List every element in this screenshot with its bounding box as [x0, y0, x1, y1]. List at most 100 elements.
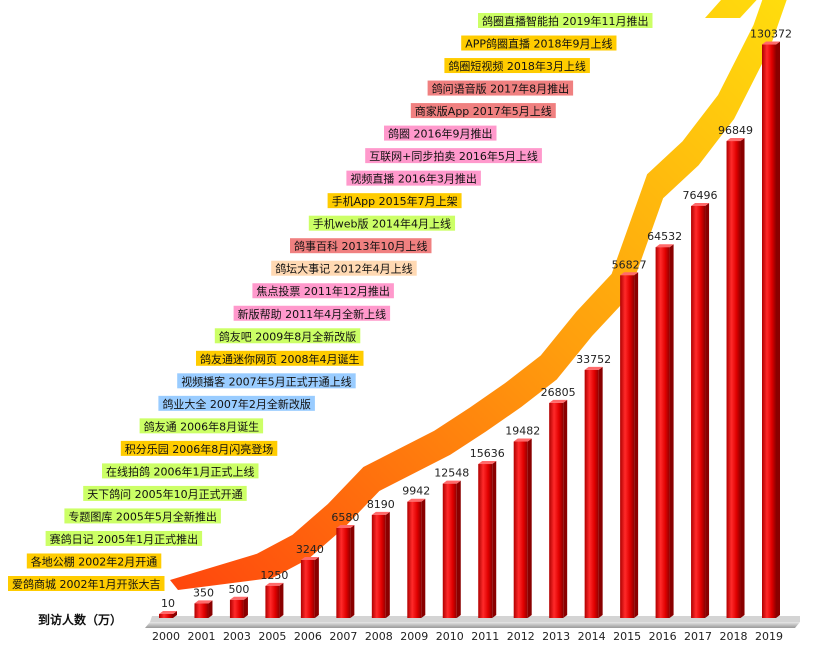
- milestone-tag: 视频播客 2007年5月正式开通上线: [177, 373, 356, 389]
- milestone-bg: [252, 283, 394, 299]
- milestone-text: 天下鸽问 2005年10月正式开通: [87, 487, 243, 501]
- milestone-text: 互联网+同步拍卖 2016年5月上线: [369, 149, 538, 163]
- y-axis-label: 到访人数（万）: [38, 612, 122, 627]
- bar-group-2015: 56827: [612, 258, 647, 618]
- bar-2014: [584, 369, 599, 618]
- milestone-bg: [444, 58, 590, 74]
- data-label-2005: 1250: [260, 569, 288, 582]
- data-label-2000: 10: [161, 597, 175, 610]
- milestone-text: 赛鸽日记 2005年1月正式推出: [50, 532, 199, 546]
- data-label-2011: 15636: [470, 447, 505, 460]
- milestone-tag: 各地公棚 2002年2月开通: [26, 553, 162, 569]
- x-tick-label-2014: 2014: [578, 630, 606, 643]
- bar-top: [620, 272, 639, 276]
- milestone-bg: [290, 238, 432, 254]
- bar-group-2003: 500: [228, 583, 249, 618]
- bar-group-2000: 10: [159, 597, 177, 618]
- milestone-bg: [410, 103, 556, 119]
- bar-group-2011: 15636: [470, 447, 505, 618]
- milestone-text: 新版帮助 2011年4月全新上线: [238, 307, 387, 321]
- milestone-tag: 焦点投票 2011年12月推出: [252, 283, 394, 299]
- milestone-bg: [64, 508, 221, 524]
- bar-top: [762, 41, 780, 45]
- milestone-text: 积分乐园 2006年8月闪亮登场: [125, 442, 273, 456]
- x-tick-label-2012: 2012: [507, 630, 535, 643]
- bar-side: [634, 272, 639, 618]
- milestone-bg: [8, 576, 165, 591]
- data-label-2003: 500: [228, 583, 249, 596]
- x-tick-label-2011: 2011: [471, 630, 499, 643]
- x-tick-label-2005: 2005: [258, 630, 286, 643]
- milestone-text: 鸽问语音版 2017年8月推出: [432, 82, 569, 96]
- bar-group-2019: 130372: [750, 28, 792, 618]
- bar-side: [456, 480, 461, 618]
- milestone-text: 鸽圈短视频 2018年3月上线: [448, 59, 586, 73]
- bar-2015: [620, 275, 635, 618]
- milestone-tag: 天下鸽问 2005年10月正式开通: [83, 485, 247, 501]
- milestone-text: 在线拍鸽 2006年1月正式上线: [106, 464, 255, 478]
- bar-group-2010: 12548: [434, 467, 469, 618]
- bar-group-2008: 8190: [367, 498, 395, 618]
- milestone-tag: 爱鸽商城 2002年1月开张大吉: [8, 576, 165, 591]
- milestone-tag: 积分乐园 2006年8月闪亮登场: [120, 440, 278, 456]
- bar-top: [159, 611, 177, 614]
- bar-top: [194, 600, 213, 604]
- milestone-bg: [83, 485, 247, 501]
- milestone-tag: 鸽坛大事记 2012年4月上线: [271, 260, 417, 276]
- milestone-bg: [478, 13, 653, 28]
- milestone-bg: [365, 148, 542, 164]
- bar-2013: [549, 402, 564, 618]
- bar-side: [776, 41, 780, 618]
- x-tick-label-2015: 2015: [613, 630, 641, 643]
- data-label-2015: 56827: [612, 258, 647, 271]
- data-label-2014: 33752: [576, 353, 611, 366]
- data-label-2009: 9942: [402, 485, 430, 498]
- data-label-2019: 130372: [750, 28, 792, 41]
- bar-2017: [691, 205, 706, 618]
- milestone-text: 鸽圈直播智能拍 2019年11月推出: [482, 14, 649, 28]
- bar-side: [208, 600, 213, 618]
- bar-side: [740, 138, 745, 618]
- bar-group-2009: 9942: [402, 485, 430, 618]
- milestone-text: 鸽事百科 2013年10月上线: [294, 239, 428, 253]
- milestone-bg: [384, 125, 497, 141]
- data-label-2006: 3240: [296, 543, 324, 556]
- milestone-tag: 手机web版 2014年4月上线: [308, 215, 456, 231]
- bar-2012: [513, 441, 528, 618]
- milestone-text: 鸽业大全 2007年2月全新改版: [162, 397, 311, 411]
- bar-group-2005: 1250: [260, 569, 288, 618]
- milestone-tag: 鸽友吧 2009年8月全新改版: [214, 328, 361, 344]
- milestone-tag: 鸽友通迷你网页 2008年4月诞生: [196, 350, 364, 366]
- bar-group-2017: 76496: [683, 189, 718, 618]
- milestone-text: 手机App 2015年7月上架: [332, 194, 458, 208]
- x-tick-label-2019: 2019: [755, 630, 783, 643]
- milestone-tag: 新版帮助 2011年4月全新上线: [233, 305, 391, 321]
- milestone-text: 视频播客 2007年5月正式开通上线: [181, 374, 352, 388]
- data-label-2001: 350: [193, 586, 214, 599]
- bar-group-2013: 26805: [541, 386, 576, 618]
- milestone-bg: [177, 373, 356, 389]
- milestone-text: 鸽友通 2006年8月诞生: [144, 419, 260, 433]
- data-label-2012: 19482: [505, 425, 540, 438]
- milestone-bg: [158, 395, 315, 411]
- bar-group-2018: 96849: [718, 124, 753, 618]
- milestone-tag: 在线拍鸽 2006年1月正式上线: [102, 463, 259, 479]
- milestone-text: APP鸽圈直播 2018年9月上线: [465, 37, 612, 51]
- bar-group-2007: 6580: [331, 511, 359, 618]
- bar-side: [598, 366, 603, 618]
- milestone-tag: 专题图库 2005年5月全新推出: [64, 508, 221, 524]
- bar-2018: [726, 141, 741, 618]
- milestone-tag: APP鸽圈直播 2018年9月上线: [461, 35, 617, 51]
- milestone-bg: [346, 170, 481, 186]
- bar-top: [442, 480, 461, 484]
- bar-2009: [407, 501, 422, 618]
- bar-side: [705, 202, 710, 618]
- x-tick-label-2009: 2009: [400, 630, 428, 643]
- data-label-2017: 76496: [683, 189, 718, 202]
- bar-2008: [371, 514, 386, 618]
- bar-side: [314, 556, 319, 618]
- bar-2019: [762, 44, 776, 618]
- bar-side: [669, 244, 674, 618]
- bar-side: [492, 461, 497, 618]
- data-label-2016: 64532: [647, 230, 682, 243]
